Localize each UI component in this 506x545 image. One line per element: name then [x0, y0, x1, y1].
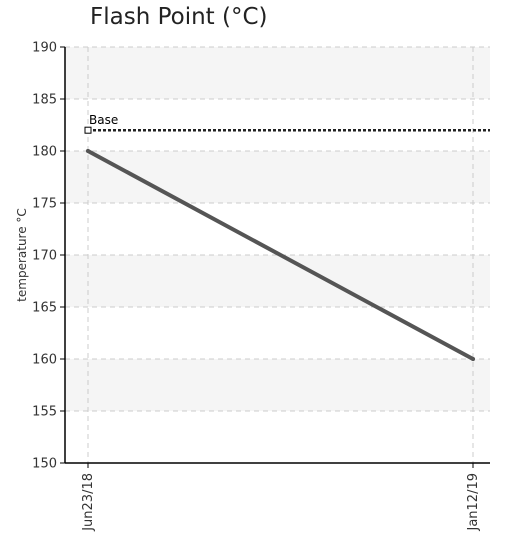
series-point [86, 149, 90, 153]
series-line [86, 149, 475, 361]
y-tick-label: 175 [32, 197, 57, 212]
series-point [471, 357, 475, 361]
background-band [65, 151, 490, 203]
y-tick-label: 165 [32, 301, 57, 316]
reference-line-group: Base [84, 113, 490, 134]
gridlines [65, 46, 490, 463]
y-tick-label: 150 [32, 457, 57, 472]
tick-labels: 150 155 160 165 170 175 180 185 190 Jun23/18 Jan12… [15, 41, 481, 532]
reference-label: Base [89, 113, 118, 127]
y-axis-title: temperature °C [15, 208, 29, 302]
background-band [65, 47, 490, 99]
chart-title: Flash Point (°C) [90, 4, 268, 30]
background-band [65, 359, 490, 411]
reference-marker [84, 126, 92, 134]
y-tick-label: 190 [32, 41, 57, 56]
x-tick-label: Jan12/19 [466, 473, 481, 532]
x-tick-label: Jun23/18 [81, 473, 96, 532]
axes [60, 46, 490, 468]
y-tick-label: 170 [32, 249, 57, 264]
background-bands [65, 47, 490, 411]
series-group [86, 149, 475, 361]
y-tick-label: 180 [32, 145, 57, 160]
y-tick-label: 155 [32, 405, 57, 420]
y-tick-label: 185 [32, 93, 57, 108]
background-band [65, 255, 490, 307]
y-tick-label: 160 [32, 353, 57, 368]
